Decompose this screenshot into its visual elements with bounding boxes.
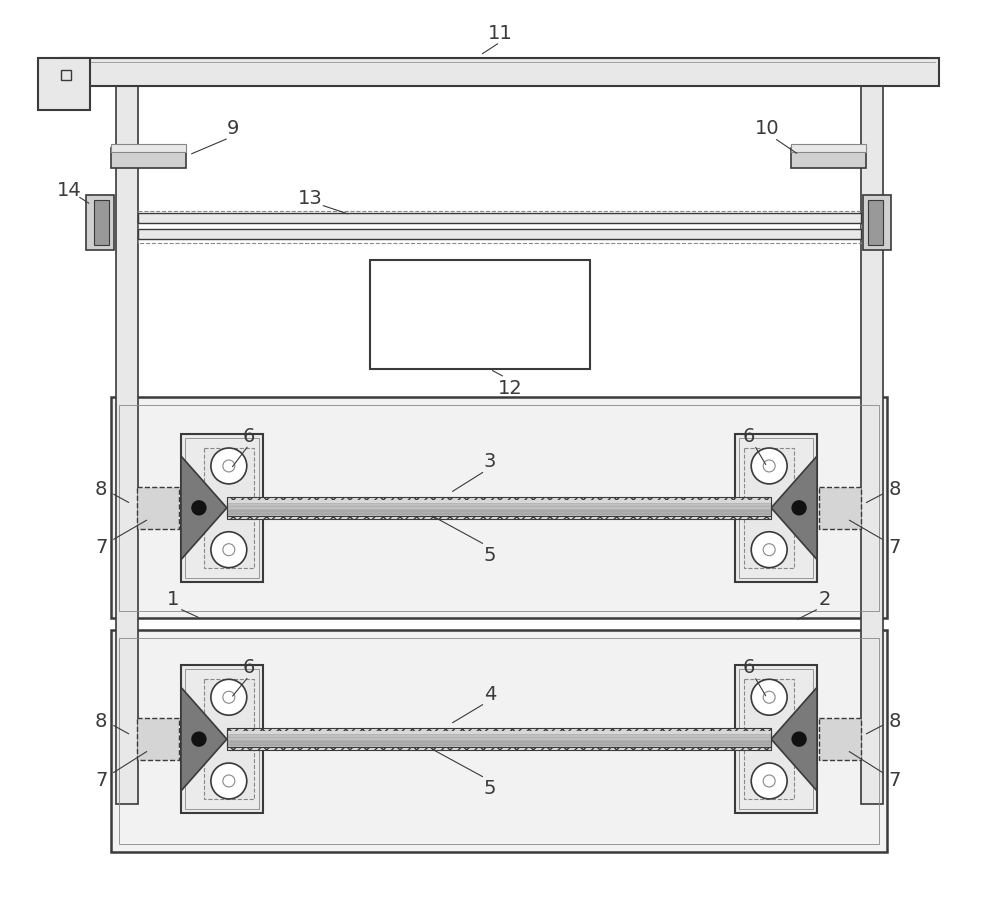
Bar [735,666,817,813]
Bar [61,71,71,81]
Bar [137,719,179,760]
Text: 14: 14 [57,182,82,200]
Circle shape [763,692,775,703]
Circle shape [223,461,235,472]
Polygon shape [771,457,817,560]
Bar [86,196,114,250]
Bar [94,200,109,246]
Bar [744,680,794,799]
Circle shape [763,461,775,472]
Circle shape [223,692,235,703]
Text: 7: 7 [889,537,901,556]
Text: 1: 1 [167,590,179,609]
Text: 5: 5 [484,545,496,564]
Bar [744,449,794,568]
Text: 8: 8 [95,711,107,730]
Circle shape [211,449,247,484]
Bar [227,731,771,735]
Text: 10: 10 [755,119,779,138]
Circle shape [192,501,206,516]
Text: 7: 7 [95,537,107,556]
Bar [227,729,771,740]
Bar [116,87,138,804]
Bar [791,144,866,153]
Text: 7: 7 [889,770,901,789]
Bar [119,405,879,610]
Bar [119,638,879,844]
Circle shape [792,732,806,746]
Bar [138,229,861,239]
Bar [227,729,771,750]
Bar [185,670,259,809]
Text: 6: 6 [743,426,755,445]
Bar [61,59,939,87]
Circle shape [211,763,247,799]
Circle shape [192,732,206,746]
Bar [111,149,186,169]
Text: 8: 8 [889,479,901,498]
Bar [204,680,254,799]
Bar [739,439,813,578]
Circle shape [223,775,235,787]
Bar [227,731,771,748]
Text: 5: 5 [484,778,496,797]
Circle shape [751,763,787,799]
Bar [227,498,771,509]
Circle shape [763,545,775,556]
Bar [181,434,263,582]
Bar [370,260,590,370]
Circle shape [223,545,235,556]
Text: 8: 8 [95,479,107,498]
Bar [111,397,887,619]
Bar [227,510,771,516]
Bar [227,507,771,519]
Text: 2: 2 [819,590,831,609]
Bar [863,196,891,250]
Bar [227,500,771,504]
Bar [735,434,817,582]
Bar [138,211,861,244]
Bar [181,666,263,813]
Text: 4: 4 [484,684,496,703]
Text: 11: 11 [488,23,512,42]
Text: 3: 3 [484,452,496,471]
Bar [227,500,771,517]
Text: 6: 6 [743,657,755,676]
Polygon shape [771,687,817,791]
Bar [868,200,883,246]
Text: 9: 9 [227,119,239,138]
Text: 7: 7 [95,770,107,789]
Bar [819,719,861,760]
Bar [227,498,771,519]
Bar [185,439,259,578]
Bar [819,488,861,529]
Polygon shape [181,457,227,560]
Text: 12: 12 [498,378,522,397]
Circle shape [751,532,787,568]
Bar [861,87,883,804]
Bar [791,149,866,169]
Circle shape [751,449,787,484]
Text: 6: 6 [243,426,255,445]
Text: 6: 6 [243,657,255,676]
Bar [227,739,771,750]
Text: 13: 13 [298,189,323,208]
Bar [227,741,771,746]
Bar [138,213,861,223]
Circle shape [211,532,247,568]
Bar [137,488,179,529]
Text: 8: 8 [889,711,901,730]
Bar [111,144,186,153]
Bar [204,449,254,568]
Circle shape [751,680,787,715]
Bar [38,59,90,111]
Circle shape [792,501,806,516]
Bar [739,670,813,809]
Polygon shape [181,687,227,791]
Circle shape [211,680,247,715]
Circle shape [763,775,775,787]
Bar [111,631,887,852]
